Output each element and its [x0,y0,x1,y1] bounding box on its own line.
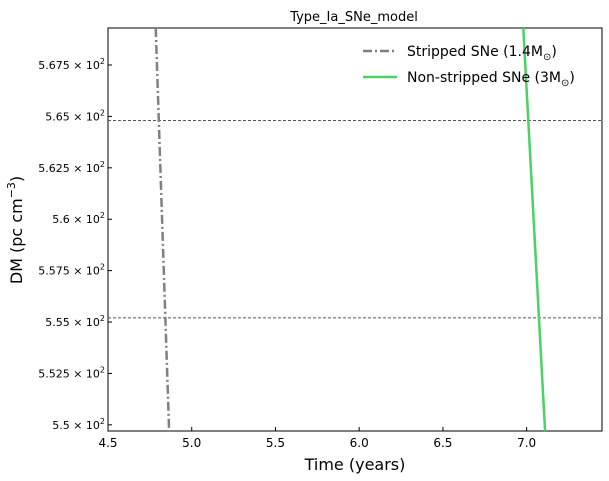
series-lines [154,27,547,432]
chart-title: Type_Ia_SNe_model [289,10,418,25]
x-axis: 4.5 5.0 5.5 6.0 6.5 7.0 [98,427,536,450]
y-axis: 5.5 × 102 5.525 × 102 5.55 × 102 5.575 × 10… [38,57,112,432]
x-tick-label: 6.5 [433,436,452,450]
y-axis-label: DM (pc cm−3) [5,176,26,284]
x-tick-label: 4.5 [98,436,117,450]
x-tick-label: 5.5 [266,436,285,450]
y-tick-label: 5.6 × 102 [52,211,105,226]
x-tick-label: 5.0 [182,436,201,450]
y-tick-label: 5.65 × 102 [45,108,105,123]
y-tick-label: 5.575 × 102 [38,263,105,278]
series-line [522,27,547,432]
legend-label: Stripped SNe (1.4M⊙) [407,44,557,63]
y-axis-label-close: ) [7,176,26,182]
y-tick-label: 5.55 × 102 [45,314,105,329]
x-axis-label: Time (years) [304,455,406,474]
y-tick-label: 5.5 × 102 [52,417,105,432]
y-tick-label: 5.625 × 102 [38,160,105,175]
plot-area [107,27,603,432]
y-axis-label-exponent: −3 [5,182,18,198]
y-tick-label: 5.675 × 102 [38,57,105,72]
series-line [154,27,171,432]
reference-lines [108,120,602,319]
plot-frame [107,27,603,432]
y-axis-label-text: DM (pc cm [7,198,26,284]
y-tick-label: 5.525 × 102 [38,365,105,380]
legend-label: Non-stripped SNe (3M⊙) [407,70,575,89]
legend: Stripped SNe (1.4M⊙) Non-stripped SNe (3M… [363,44,575,89]
x-tick-label: 7.0 [517,436,536,450]
x-tick-label: 6.0 [350,436,369,450]
